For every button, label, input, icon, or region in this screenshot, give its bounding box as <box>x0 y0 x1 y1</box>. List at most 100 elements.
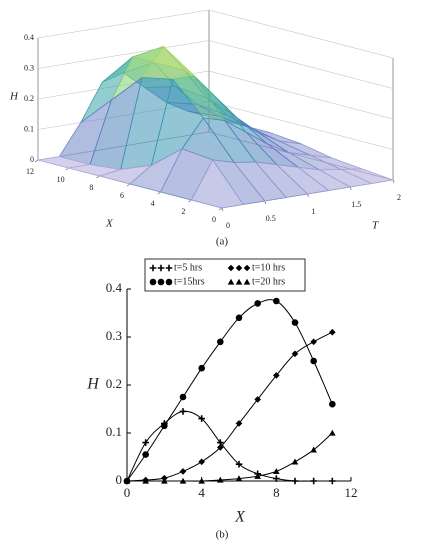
legend-label: t=10 hrs <box>252 262 285 273</box>
legend-box <box>144 258 306 292</box>
tick-mark <box>307 193 309 198</box>
marker <box>235 420 243 427</box>
marker <box>310 446 317 453</box>
tick-mark <box>264 200 267 205</box>
marker <box>227 278 235 285</box>
marker <box>310 338 317 346</box>
marker <box>329 400 336 408</box>
y-tick-label: 0.4 <box>106 280 123 295</box>
y-tick-label: 1.5 <box>351 200 361 209</box>
caption: (b) <box>216 529 229 541</box>
marker <box>273 297 280 305</box>
series-line <box>126 410 333 482</box>
marker <box>254 472 261 479</box>
marker <box>217 338 224 346</box>
marker <box>198 458 205 466</box>
y-axis-label: H <box>86 376 100 393</box>
x-axis-label: X <box>234 509 246 526</box>
x-tick-label: 10 <box>57 175 65 184</box>
y-tick-label: 0.5 <box>266 214 276 223</box>
grid-line <box>37 70 394 120</box>
marker <box>149 278 157 286</box>
y-tick-label: 2 <box>397 193 401 202</box>
series-line <box>126 331 333 482</box>
y-tick-label: 0 <box>116 472 123 487</box>
marker <box>291 458 299 465</box>
marker <box>142 439 149 446</box>
z-tick-label: 0.1 <box>24 124 34 133</box>
tick-mark <box>392 179 395 184</box>
marker <box>161 422 168 430</box>
surface-patch <box>190 159 245 209</box>
marker <box>142 451 149 458</box>
tick-mark <box>221 207 224 212</box>
marker <box>243 278 251 285</box>
tick-mark <box>34 159 39 163</box>
marker <box>142 477 149 484</box>
tick-mark <box>65 167 69 171</box>
marker <box>149 264 157 272</box>
x-tick-label: 4 <box>151 199 155 208</box>
legend-label: t=15hrs <box>174 276 205 287</box>
marker <box>179 468 187 475</box>
tick-mark <box>349 186 352 191</box>
marker <box>235 264 243 272</box>
marker <box>179 408 187 415</box>
tick-mark <box>218 207 223 211</box>
tick-mark <box>126 183 131 187</box>
x-tick-label: 2 <box>181 207 185 216</box>
marker <box>165 264 173 272</box>
marker <box>291 350 299 358</box>
x-tick-label: 6 <box>120 191 124 200</box>
y-tick-label: 0.2 <box>106 376 122 391</box>
marker <box>235 314 243 322</box>
marker <box>273 475 280 482</box>
marker <box>198 477 205 484</box>
legend-label: t=20 hrs <box>252 276 285 287</box>
x-tick-label: 4 <box>198 485 205 500</box>
marker <box>273 372 280 379</box>
marker <box>157 278 165 286</box>
x-tick-label: 12 <box>26 167 34 176</box>
marker <box>291 319 299 326</box>
z-tick-label: 0.4 <box>24 33 34 42</box>
marker <box>329 328 336 336</box>
tick-mark <box>96 175 100 179</box>
z-tick-label: 0 <box>30 155 34 164</box>
legend-label: t=5 hrs <box>174 262 202 273</box>
y-axis-label: T <box>372 220 379 232</box>
marker <box>235 460 243 468</box>
marker <box>157 264 165 272</box>
x-tick-label: 0 <box>124 485 131 500</box>
marker <box>227 264 235 272</box>
tick-mark <box>157 191 161 195</box>
z-axis-label: H <box>9 91 19 103</box>
marker <box>217 476 224 483</box>
tick-mark <box>188 199 192 203</box>
caption: (a) <box>216 236 229 248</box>
marker <box>123 477 131 484</box>
x-tick-label: 12 <box>345 485 358 500</box>
grid-line <box>37 40 394 89</box>
marker <box>235 278 243 285</box>
y-tick-label: 0.3 <box>106 328 122 343</box>
y-tick-label: 0 <box>226 221 230 230</box>
x-tick-label: 8 <box>273 485 280 500</box>
z-tick-label: 0.3 <box>24 63 34 72</box>
marker <box>243 264 251 272</box>
marker <box>310 477 317 485</box>
marker <box>198 364 205 372</box>
y-tick-label: 0.1 <box>106 424 122 439</box>
x-tick-label: 8 <box>89 183 93 192</box>
marker <box>291 477 299 485</box>
x-axis-label: X <box>105 218 114 230</box>
marker <box>161 477 168 484</box>
grid-line <box>37 9 394 59</box>
marker <box>329 429 336 436</box>
marker <box>179 477 187 484</box>
marker <box>217 444 224 451</box>
marker <box>165 278 173 286</box>
marker <box>235 475 243 482</box>
marker <box>273 468 280 475</box>
